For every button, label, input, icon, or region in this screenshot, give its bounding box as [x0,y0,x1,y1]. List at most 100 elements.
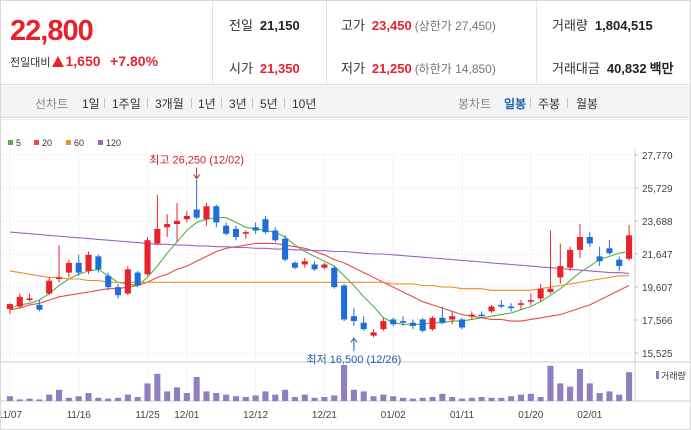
candle-body [252,227,259,231]
divider [147,98,148,108]
change-label: 전일대비 [10,57,51,69]
candle-body [331,267,338,288]
candle-monthly[interactable]: 월봉 [576,97,599,111]
period-1w[interactable]: 1주일 [112,97,141,111]
up-triangle-icon [52,56,65,67]
volume-bar [213,393,220,401]
volume-legend-swatch [656,371,659,379]
volume-bar [606,391,613,401]
low-arrow-head-icon [350,337,358,343]
chart-toolbar: 선차트 1일 1주일 3개월 1년 3년 5년 10년 봉차트 일봉 주봉 월봉 [1,86,690,118]
divider [221,98,222,108]
period-5y[interactable]: 5년 [260,97,278,111]
volume-bar [6,396,13,401]
line-chart-label: 선차트 [35,97,69,111]
candle-body [95,256,102,270]
candle-body [232,228,240,237]
volume-bar [370,396,377,401]
candle-body [213,206,220,223]
volume-bar [16,399,23,401]
volume-bar [85,393,92,401]
volume-bar [242,397,249,401]
candle-body [272,230,279,241]
candle-body [26,298,33,301]
candle-body [468,314,475,317]
volume-bar [252,395,259,401]
candle-body [626,235,633,259]
volume-bar [26,398,33,401]
candle-body [36,304,43,310]
candle-body [517,303,525,305]
period-1d[interactable]: 1일 [82,97,100,111]
divider [326,1,327,85]
candle-body [164,224,171,228]
candle-body [449,316,456,320]
y-tick-label: 23,688 [642,217,673,228]
period-10y[interactable]: 10년 [292,97,317,111]
candle-body [311,264,318,270]
prev-close-label: 전일 [229,18,253,33]
candle-daily[interactable]: 일봉 [504,97,527,111]
divider [536,1,537,85]
volume-bar [232,396,240,401]
volume-bar [567,386,574,401]
legend-swatch [8,140,13,145]
candle-body [291,262,298,268]
volume-bar [498,397,505,401]
volume-bar [291,397,298,401]
low-cell: 저가 21,250 (하한가 14,850) [341,58,496,77]
candle-body [360,322,367,330]
high-label: 고가 [341,18,365,33]
candle-body [75,262,82,273]
volume-bar [301,394,308,401]
candle-body [242,232,249,234]
trade-value-unit: 백만 [649,61,674,76]
divider [191,98,192,108]
quote-header: 22,800 전일대비 1,650 +7.80% 전일 21,150 시가 21,35… [1,1,690,85]
volume-bar [46,394,53,401]
candle-body [223,225,230,234]
legend-swatch [98,140,103,145]
x-tick-label: 12/21 [312,410,337,421]
period-3m[interactable]: 3개월 [155,97,184,111]
volume-bar [262,391,269,401]
volume-bar [478,397,485,401]
candle-body [409,322,416,326]
volume-bar [586,383,593,401]
candle-body [399,321,407,323]
candle-body [85,254,92,271]
x-tick-label: 12/12 [243,410,268,421]
volume-bar [557,383,564,401]
trade-value: 40,832 [606,61,647,76]
volume-bar [36,399,43,401]
volume-cell: 거래량 1,804,515 [552,15,653,34]
candle-weekly[interactable]: 주봉 [538,97,561,111]
candle-body [183,215,190,220]
volume-bar [144,383,151,401]
candle-body [527,300,534,302]
volume-bar [517,394,525,401]
open-label: 시가 [229,61,253,76]
low-label: 저가 [341,61,365,76]
volume-bar [183,393,190,401]
candle-body [46,280,53,294]
divider [530,98,531,108]
x-tick-label: 01/11 [450,410,475,421]
candle-body [105,275,112,288]
period-1y[interactable]: 1년 [198,97,216,111]
y-tick-label: 19,607 [642,283,673,294]
volume-bar [468,397,475,401]
candle-body [144,240,151,275]
volume-bar [203,391,210,401]
volume-bar [508,396,515,401]
volume-bar [331,395,338,401]
volume-bar [321,397,328,401]
y-tick-label: 25,729 [642,184,673,195]
divider [252,98,253,108]
volume-bar [439,393,446,401]
volume-bar [488,397,495,401]
candle-body [350,316,357,322]
period-3y[interactable]: 3년 [229,97,247,111]
volume-bar [134,397,141,401]
candle-body [321,264,328,268]
